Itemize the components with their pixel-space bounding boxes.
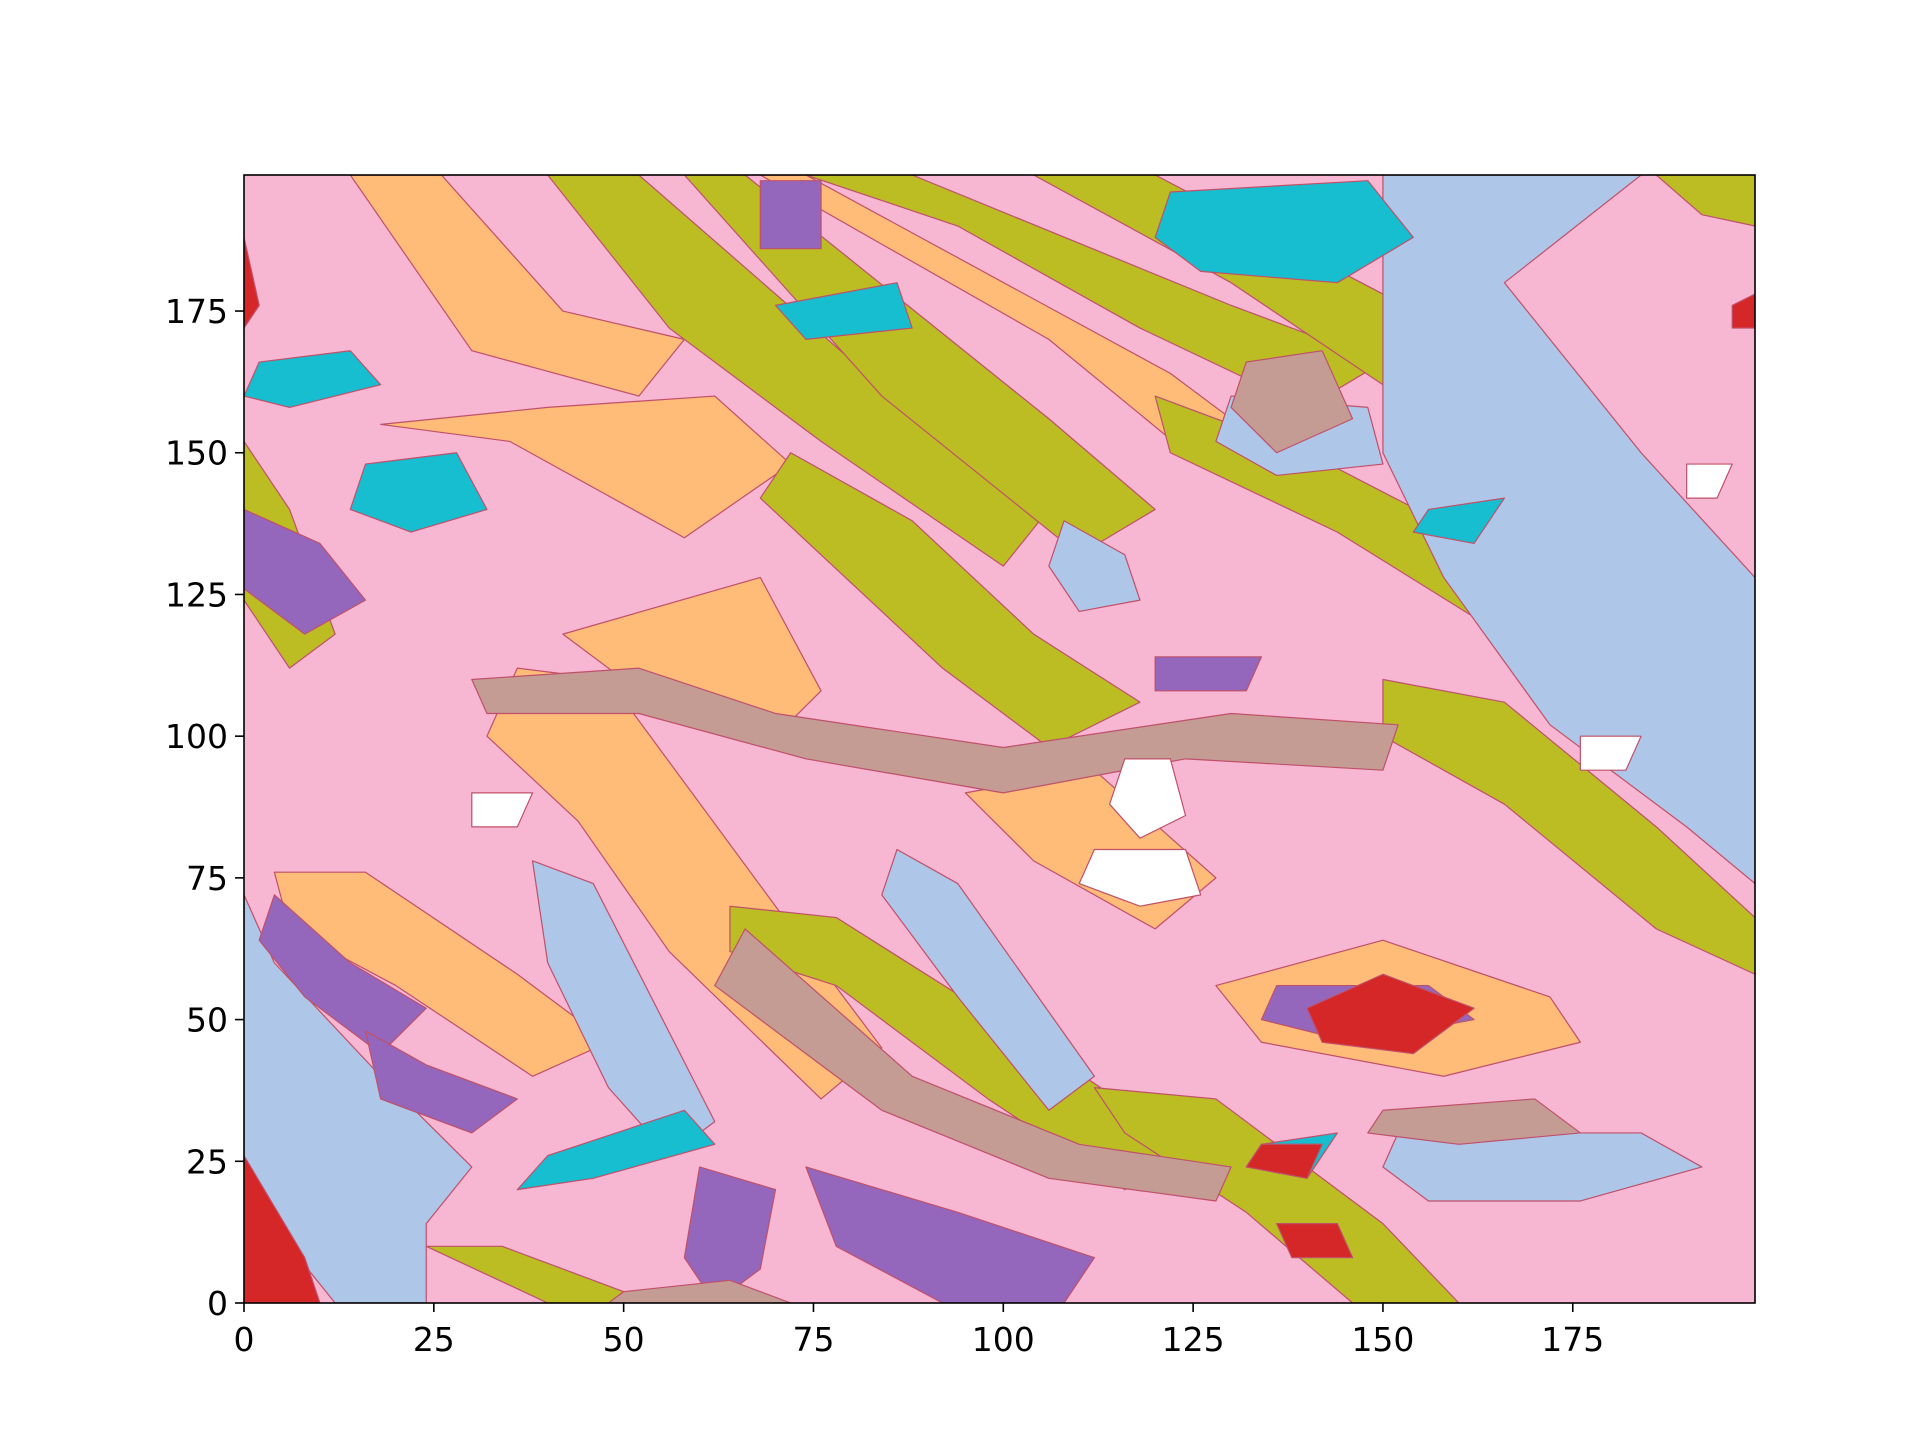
- x-axis: 0 25 50 75 100 125 150 175: [234, 1303, 1604, 1359]
- heatmap-region-taupe: [714, 928, 1232, 1202]
- heatmap-region-red: [244, 1155, 321, 1303]
- y-tick-label: 150: [165, 434, 228, 473]
- heatmap-region-white: [471, 792, 534, 828]
- heatmap-region-taupe: [1367, 1098, 1581, 1145]
- heatmap-region-red: [1306, 973, 1475, 1055]
- heatmap-region-cyan: [244, 350, 382, 409]
- heatmap-region-purple: [1154, 656, 1263, 692]
- y-tick-label: 50: [186, 1001, 228, 1040]
- heatmap-region-cyan: [516, 1109, 716, 1191]
- heatmap-region-cyan: [774, 282, 913, 340]
- x-tick-label: 175: [1541, 1320, 1604, 1359]
- y-tick-label: 100: [165, 717, 228, 756]
- y-axis: 0 25 50 75 100 125 150 175: [165, 292, 244, 1323]
- heatmap-region-cyan: [349, 452, 488, 533]
- heatmap-region-white: [1078, 848, 1202, 907]
- plot-frame: [243, 174, 1756, 1304]
- heatmap-region-olive: [547, 175, 1050, 567]
- x-tick-label: 75: [792, 1320, 834, 1359]
- heatmap-region-white: [1579, 735, 1642, 771]
- heatmap-region-red: [1245, 1143, 1323, 1179]
- heatmap-region-olive: [683, 175, 1156, 556]
- heatmap-region-olive: [1382, 678, 1755, 975]
- heatmap-region-cyan: [1154, 180, 1414, 284]
- x-tick-label: 150: [1351, 1320, 1414, 1359]
- heatmap-region-white: [1108, 758, 1187, 839]
- y-tick-label: 0: [207, 1284, 228, 1323]
- x-tick-label: 50: [603, 1320, 645, 1359]
- heatmap-region-red: [1731, 293, 1755, 329]
- heatmap-region-red: [244, 236, 260, 329]
- heatmap-region-lightblue: [881, 848, 1096, 1111]
- heatmap-region-olive: [1093, 1087, 1460, 1303]
- heatmap-region-olive: [1655, 175, 1755, 227]
- x-tick-label: 25: [413, 1320, 455, 1359]
- y-tick-label: 75: [186, 859, 228, 898]
- heatmap-region-cyan: [1412, 497, 1506, 545]
- x-tick-label: 125: [1162, 1320, 1225, 1359]
- heatmap-image: [244, 175, 1755, 1303]
- y-tick-label: 125: [165, 575, 228, 614]
- heatmap-region-taupe: [1230, 350, 1354, 454]
- y-tick-label: 175: [165, 292, 228, 331]
- x-tick-label: 100: [972, 1320, 1035, 1359]
- heatmap-region-olive: [425, 1245, 655, 1303]
- heatmap-region-purple: [244, 508, 367, 635]
- x-tick-label: 0: [234, 1320, 255, 1359]
- heatmap-region-lightblue: [1048, 520, 1141, 613]
- y-tick-label: 25: [186, 1142, 228, 1181]
- heatmap-region-lightblue: [1382, 1132, 1703, 1202]
- heatmap-region-lightblue: [1382, 175, 1755, 885]
- heatmap-region-white: [1686, 463, 1733, 499]
- heatmap-region-purple: [805, 1166, 1096, 1303]
- heatmap-region-purple: [364, 1030, 518, 1134]
- heatmap-region-taupe: [607, 1279, 792, 1303]
- heatmap-region-olive: [805, 175, 1384, 409]
- heatmap-region-red: [1276, 1223, 1354, 1259]
- heatmap-region-purple: [759, 180, 822, 250]
